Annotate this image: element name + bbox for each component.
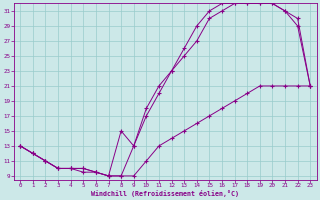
X-axis label: Windchill (Refroidissement éolien,°C): Windchill (Refroidissement éolien,°C): [91, 190, 239, 197]
